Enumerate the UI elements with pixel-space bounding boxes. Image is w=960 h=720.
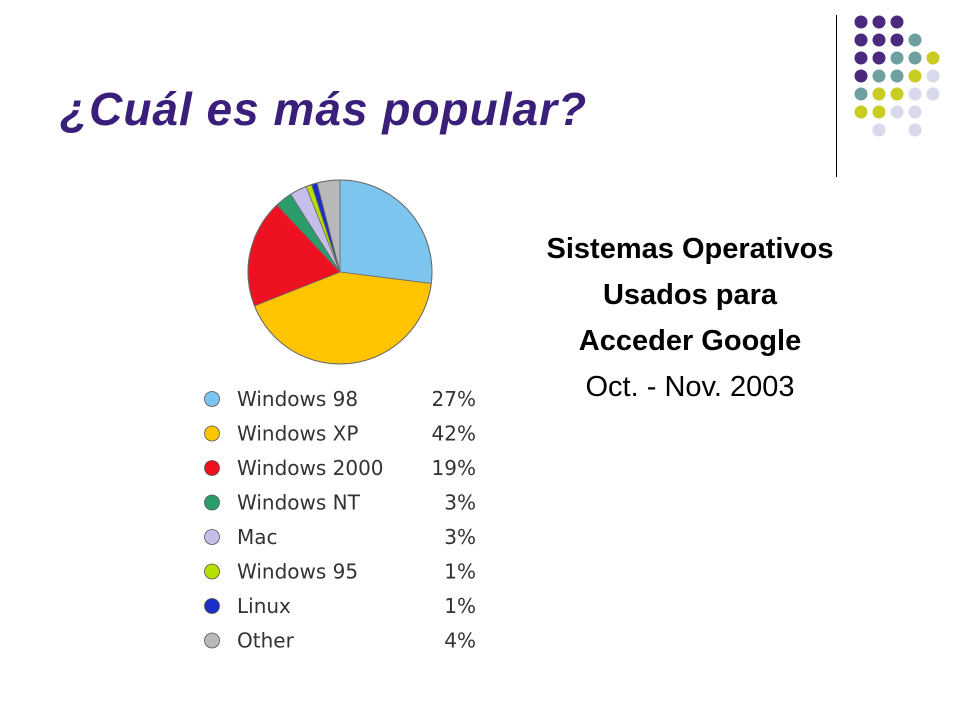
chart-caption: Sistemas Operativos Usados para Acceder …	[495, 226, 885, 410]
pie-outline	[247, 179, 433, 365]
legend-value: 3%	[444, 525, 476, 549]
decor-dot	[854, 87, 868, 101]
legend-value: 1%	[444, 594, 476, 618]
decor-dot	[926, 69, 940, 83]
decor-dot	[908, 87, 922, 101]
legend-value: 4%	[444, 629, 476, 653]
decor-dot	[872, 15, 886, 29]
decor-dot	[926, 87, 940, 101]
decor-dot	[872, 87, 886, 101]
decor-dot	[908, 123, 922, 137]
chart-legend: Windows 98 27% Windows XP 42% Windows 2000 19…	[204, 387, 476, 653]
decor-dot	[854, 105, 868, 119]
legend-value: 3%	[444, 491, 476, 515]
decor-dot	[854, 51, 868, 65]
legend-swatch	[204, 529, 220, 545]
decorative-dot-grid	[854, 15, 940, 137]
decor-dot	[890, 69, 904, 83]
legend-label: Windows XP	[237, 422, 358, 446]
caption-line-3: Acceder Google	[578, 325, 802, 357]
legend-value: 42%	[432, 422, 476, 446]
legend-value: 27%	[432, 387, 476, 411]
pie-slices	[247, 179, 433, 365]
legend-swatch	[204, 391, 220, 407]
decor-dot	[908, 33, 922, 47]
decor-dot	[854, 15, 868, 29]
decorative-divider-line	[836, 15, 837, 177]
decor-dot	[872, 105, 886, 119]
legend-swatch	[204, 494, 220, 511]
legend-swatch	[204, 425, 220, 442]
legend-label: Other	[237, 629, 295, 653]
legend-swatch	[204, 598, 220, 614]
legend-swatch	[204, 563, 220, 580]
legend-label: Windows 2000	[237, 456, 384, 480]
legend-label: Mac	[237, 525, 278, 549]
legend-label: Windows NT	[237, 491, 361, 515]
decor-dot	[890, 15, 904, 29]
decor-dot	[908, 51, 922, 65]
legend-swatch	[204, 460, 220, 476]
decor-dot	[890, 105, 904, 119]
caption-line-1: Sistemas Operativos	[546, 233, 834, 265]
legend-label: Windows 98	[237, 387, 358, 411]
decor-dot	[872, 123, 886, 137]
pie-slice-windows-98	[339, 179, 433, 284]
decor-dot	[872, 51, 886, 65]
caption-line-2: Usados para	[602, 279, 778, 311]
legend-value: 19%	[432, 456, 476, 480]
decor-dot	[854, 69, 868, 83]
legend-label: Windows 95	[237, 560, 358, 584]
legend-swatch	[204, 632, 220, 649]
decor-dot	[926, 51, 940, 65]
decor-dot	[908, 105, 922, 119]
legend-value: 1%	[444, 560, 476, 584]
decor-dot	[890, 33, 904, 47]
decor-dot	[872, 69, 886, 83]
decor-dot	[908, 69, 922, 83]
slide-title: ¿Cuál es más popular?	[60, 83, 588, 135]
caption-line-4: Oct. - Nov. 2003	[585, 371, 795, 403]
decor-dot	[890, 87, 904, 101]
decor-dot	[890, 51, 904, 65]
legend-label: Linux	[237, 594, 291, 618]
decor-dot	[872, 33, 886, 47]
decor-dot	[854, 33, 868, 47]
